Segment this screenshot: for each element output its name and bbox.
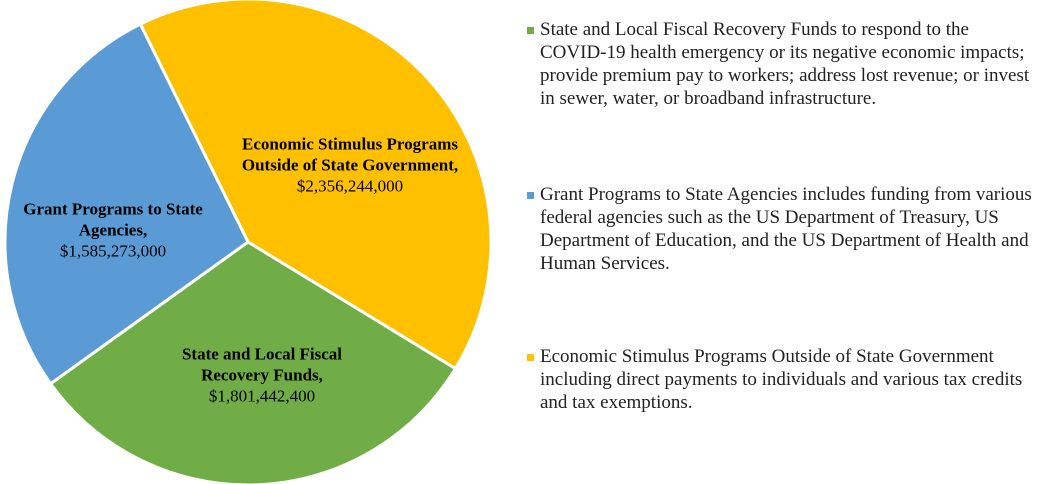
slice-name: Economic Stimulus Programs Outside of St…	[241, 134, 459, 175]
legend-swatch	[527, 354, 534, 361]
pie-slice	[48, 240, 458, 484]
pie-slice	[3, 22, 250, 386]
slice-name: Grant Programs to State Agencies,	[23, 199, 203, 240]
pie	[3, 0, 493, 484]
slice-value: $1,801,442,400	[208, 386, 316, 406]
slice-label: Economic Stimulus Programs Outside of St…	[240, 134, 460, 197]
slice-name: State and Local Fiscal Recovery Funds,	[181, 344, 343, 385]
slice-value: $2,356,244,000	[296, 176, 404, 196]
legend-swatch	[527, 192, 534, 199]
legend-swatch	[527, 27, 534, 34]
legend-text: Grant Programs to State Agencies include…	[540, 184, 1037, 274]
slice-label: State and Local Fiscal Recovery Funds, $1…	[162, 344, 362, 407]
slice-label: Grant Programs to State Agencies, $1,585,…	[13, 199, 213, 262]
slice-value: $1,585,273,000	[59, 241, 167, 261]
pie-slice	[138, 0, 493, 371]
legend-text: State and Local Fiscal Recovery Funds to…	[540, 19, 1034, 109]
legend-text: Economic Stimulus Programs Outside of St…	[540, 346, 1028, 413]
